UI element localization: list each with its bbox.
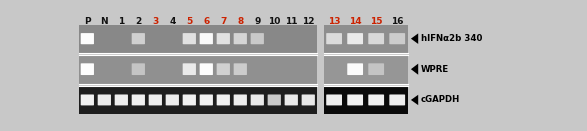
FancyBboxPatch shape	[131, 63, 145, 75]
Text: 3: 3	[152, 17, 158, 26]
FancyBboxPatch shape	[234, 94, 247, 105]
Text: 8: 8	[237, 17, 244, 26]
Bar	[323, 54, 408, 84]
FancyBboxPatch shape	[368, 33, 384, 44]
FancyBboxPatch shape	[183, 33, 196, 44]
FancyBboxPatch shape	[251, 33, 264, 44]
Text: 7: 7	[220, 17, 227, 26]
FancyBboxPatch shape	[80, 63, 94, 75]
Text: N: N	[100, 17, 108, 26]
Text: 12: 12	[302, 17, 315, 26]
Bar	[79, 54, 317, 84]
FancyBboxPatch shape	[326, 33, 342, 44]
Text: P: P	[84, 17, 90, 26]
Text: 5: 5	[186, 17, 193, 26]
FancyBboxPatch shape	[234, 33, 247, 44]
FancyBboxPatch shape	[348, 94, 363, 105]
Text: WPRE: WPRE	[421, 65, 449, 74]
FancyBboxPatch shape	[217, 94, 230, 105]
Bar	[323, 25, 408, 53]
FancyBboxPatch shape	[217, 33, 230, 44]
Text: cGAPDH: cGAPDH	[421, 95, 460, 104]
Bar	[323, 86, 408, 114]
Text: 10: 10	[268, 17, 281, 26]
Polygon shape	[411, 64, 418, 75]
FancyBboxPatch shape	[183, 63, 196, 75]
FancyBboxPatch shape	[368, 63, 384, 75]
FancyBboxPatch shape	[114, 94, 128, 105]
FancyBboxPatch shape	[200, 63, 213, 75]
FancyBboxPatch shape	[348, 33, 363, 44]
FancyBboxPatch shape	[348, 63, 363, 75]
Text: 14: 14	[349, 17, 362, 26]
FancyBboxPatch shape	[200, 33, 213, 44]
Text: hIFNα2b 340: hIFNα2b 340	[421, 34, 483, 43]
FancyBboxPatch shape	[131, 94, 145, 105]
Bar	[79, 86, 317, 114]
Bar	[79, 25, 317, 53]
Text: 13: 13	[328, 17, 340, 26]
FancyBboxPatch shape	[251, 94, 264, 105]
FancyBboxPatch shape	[285, 94, 298, 105]
FancyBboxPatch shape	[368, 94, 384, 105]
Text: 2: 2	[135, 17, 141, 26]
FancyBboxPatch shape	[149, 94, 162, 105]
FancyBboxPatch shape	[217, 63, 230, 75]
FancyBboxPatch shape	[268, 94, 281, 105]
FancyBboxPatch shape	[131, 33, 145, 44]
FancyBboxPatch shape	[97, 94, 111, 105]
FancyBboxPatch shape	[389, 94, 405, 105]
Text: 9: 9	[254, 17, 261, 26]
Text: 6: 6	[203, 17, 210, 26]
FancyBboxPatch shape	[183, 94, 196, 105]
Polygon shape	[411, 33, 418, 44]
Polygon shape	[411, 95, 418, 105]
Text: 15: 15	[370, 17, 383, 26]
FancyBboxPatch shape	[326, 94, 342, 105]
FancyBboxPatch shape	[302, 94, 315, 105]
FancyBboxPatch shape	[166, 94, 179, 105]
FancyBboxPatch shape	[389, 33, 405, 44]
FancyBboxPatch shape	[80, 33, 94, 44]
FancyBboxPatch shape	[80, 94, 94, 105]
FancyBboxPatch shape	[200, 94, 213, 105]
Text: 4: 4	[169, 17, 176, 26]
Text: 1: 1	[118, 17, 124, 26]
Text: 16: 16	[391, 17, 403, 26]
FancyBboxPatch shape	[234, 63, 247, 75]
Text: 11: 11	[285, 17, 298, 26]
